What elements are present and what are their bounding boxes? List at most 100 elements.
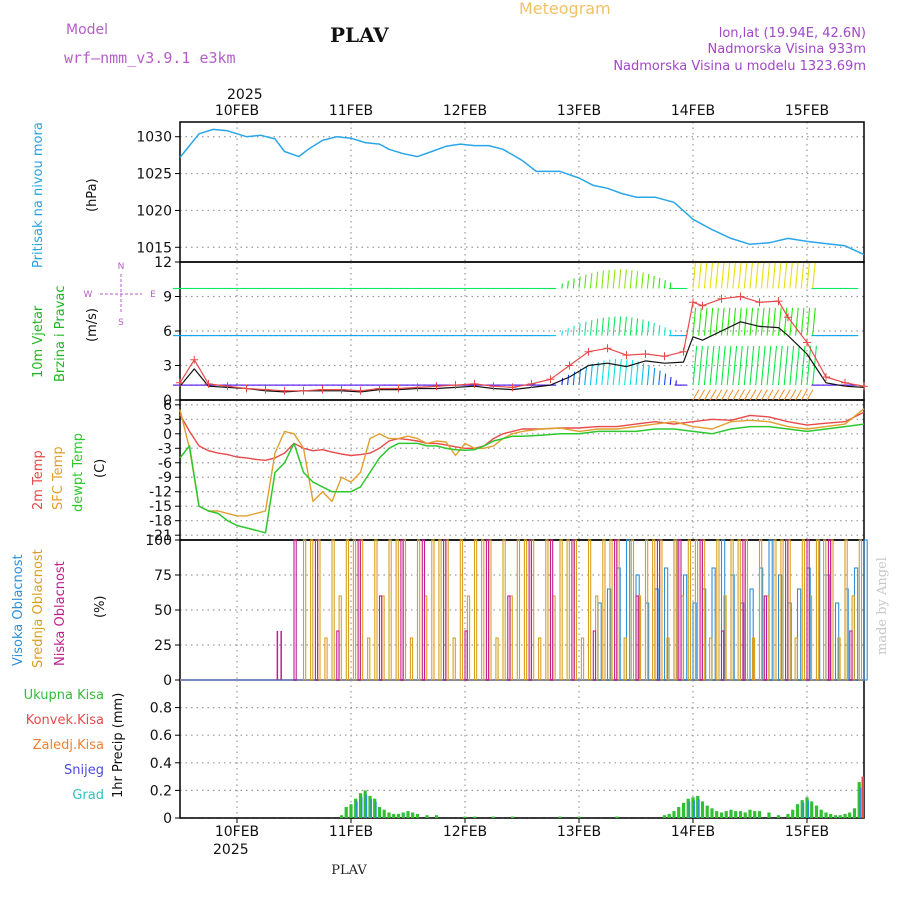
precip-bar: [368, 795, 372, 818]
station-title: PLAV: [330, 23, 389, 47]
day-label-top-14FEB: 14FEB: [671, 103, 715, 119]
wind-gust-marker: [841, 378, 849, 387]
wind-barb: [618, 358, 622, 386]
model-name: wrf—nmm_v3.9.1 e3km: [64, 49, 236, 67]
wind-gust-marker: [527, 379, 536, 388]
wind-barb: [669, 329, 672, 336]
cloud-ytick-label: 50: [154, 603, 172, 619]
wind-barb: [635, 271, 639, 289]
wind-barb: [601, 317, 605, 336]
wind-gust-marker: [784, 313, 792, 322]
cloud-bar-low: [507, 595, 511, 681]
wind-barb-low: [709, 389, 717, 401]
precip-bar-snow: [375, 801, 377, 818]
cloud-bar-low: [614, 539, 618, 681]
wind-barb: [658, 370, 661, 386]
precip-bar: [734, 811, 738, 818]
wind-barb-low: [738, 389, 746, 401]
wind-barb-low: [721, 389, 728, 401]
precip-bar: [387, 812, 391, 818]
cloud-title-a: Visoka Oblacnost: [11, 554, 26, 666]
wind-barb: [698, 262, 702, 289]
wind-barb: [800, 262, 805, 289]
wind-barb-low: [806, 389, 814, 401]
precip-bar: [463, 816, 467, 818]
temp-title-c: dewpt Temp: [71, 433, 86, 512]
cloud-bar-mid: [815, 539, 820, 681]
cloud-bar-low: [571, 539, 575, 681]
wind-barb-low: [698, 389, 706, 401]
wind-barb: [772, 262, 776, 289]
cloud-bar-high: [597, 602, 602, 681]
temp-ytick-label: -9: [158, 470, 172, 486]
cloud-bar-mid: [431, 539, 435, 681]
wind-barb: [806, 345, 812, 386]
cloud-unit: (%): [93, 596, 108, 619]
precip-bar: [396, 813, 401, 818]
cloud-bar-high: [606, 588, 612, 681]
day-label-bottom-14FEB: 14FEB: [671, 824, 715, 840]
precip-ytick-label: 0.4: [150, 756, 172, 772]
precip-unit: 1hr Precip (mm): [111, 693, 126, 798]
precip-bar: [344, 807, 348, 818]
wind-barb: [755, 307, 759, 336]
wind-barb: [760, 262, 765, 289]
cloud-bar-mid: [559, 539, 563, 681]
cloud-bar-mid: [502, 539, 506, 681]
wind-barb: [578, 323, 581, 336]
wind-barb: [595, 362, 599, 386]
temp-unit: (C): [93, 459, 108, 478]
precip-bar: [838, 815, 842, 818]
wind-barb: [703, 345, 709, 386]
wind-title-b: Brzina i Pravac: [53, 285, 68, 382]
precip-bar: [857, 782, 861, 818]
wind-barb: [766, 345, 772, 386]
wind-barb-low: [778, 389, 785, 401]
wind-barb: [732, 262, 736, 289]
cloud-bar-mid: [673, 539, 677, 681]
wind-barb: [783, 345, 789, 386]
cloud-bar-high: [834, 602, 840, 681]
compass-s: S: [118, 318, 124, 328]
wind-barb: [755, 262, 759, 289]
cloud-bar-low: [699, 539, 703, 681]
cloud-bar-high: [682, 574, 688, 681]
precip-bar: [724, 811, 728, 818]
cloud-bar-mid: [823, 539, 827, 681]
watermark: made by Angel: [875, 557, 890, 655]
precip-bar-snow: [360, 796, 363, 818]
precip-bar: [691, 797, 695, 818]
wind-barb: [783, 262, 788, 289]
lonlat-info: lon,lat (19.94E, 42.6N): [719, 26, 866, 41]
wind-barb: [612, 269, 616, 289]
wind-barb: [561, 283, 563, 289]
wind-ytick-label: 3: [163, 359, 172, 375]
precip-bar: [833, 815, 838, 818]
cloud-bar-low: [827, 539, 832, 681]
wind-barb: [703, 262, 708, 289]
cloud-bar-low: [763, 595, 768, 681]
pressure-ytick-label: 1020: [136, 203, 172, 219]
wind-gust-marker: [176, 378, 184, 387]
precip-bar: [810, 801, 814, 818]
temp-ytick-label: -12: [149, 485, 172, 501]
wind-barb: [646, 273, 650, 289]
cloud-bar-high: [663, 567, 669, 681]
cloud-bar-mid: [773, 539, 777, 681]
precip-bar: [373, 798, 377, 818]
wind-barb: [584, 274, 587, 289]
precip-bar: [415, 813, 420, 818]
wind-barb: [755, 345, 760, 386]
precip-bar: [814, 805, 819, 818]
cloud-bar-mid: [630, 539, 635, 681]
precip-bar: [401, 812, 405, 818]
precip-ytick-label: 0.8: [150, 701, 172, 717]
wind-barb: [561, 330, 563, 336]
precip-ytick-label: 0: [163, 811, 172, 827]
wind-gust-marker: [356, 386, 365, 395]
cloud-bar-low: [720, 630, 725, 681]
cloud-bar-high: [749, 588, 754, 681]
wind-barb: [606, 269, 610, 289]
wind-barb: [641, 272, 644, 289]
